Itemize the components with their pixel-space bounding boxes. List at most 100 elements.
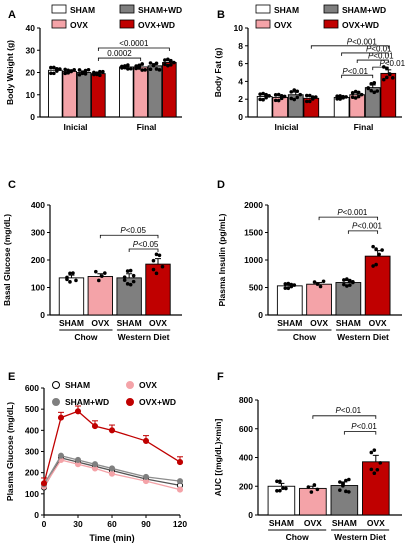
panel-c-y-tick-label: 100 xyxy=(31,283,45,293)
panel-d-dot xyxy=(286,281,291,286)
panel-b-dot xyxy=(261,91,265,96)
panel-e-point xyxy=(57,452,65,459)
panel-b-y-tick-label: 6 xyxy=(238,59,243,69)
panel-label-b: B xyxy=(217,9,225,21)
panel-b-dot xyxy=(350,91,355,95)
panel-c-y-tick-label: 200 xyxy=(31,255,45,265)
panel-a-x-tick-label: Final xyxy=(137,122,157,132)
panel-label-a: A xyxy=(8,9,16,21)
panel-c-dot xyxy=(128,268,133,273)
panel-c-bracket xyxy=(128,248,159,252)
panel-b-y-tick-label: 2 xyxy=(238,94,243,104)
panel-f-y-tick-label: 800 xyxy=(239,395,253,405)
panel-b-legend-label: OVX+WD xyxy=(342,20,379,30)
panel-c-dot xyxy=(100,274,104,278)
panel-e-y-axis-label: Plasma Glucose (mg/dL) xyxy=(5,402,15,501)
panel-b-y-tick-label: 10 xyxy=(234,23,244,33)
panel-d-bracket xyxy=(347,230,379,234)
panel-e-x-tick-label: 30 xyxy=(73,519,83,529)
panel-e-point xyxy=(142,473,150,480)
panel-d-dot xyxy=(345,284,349,288)
panel-a-dot xyxy=(148,67,153,72)
panel-d-y-tick-label: 2000 xyxy=(244,200,263,210)
panel-a-dot xyxy=(157,68,162,72)
panel-b-dot xyxy=(279,96,284,101)
panel-e-point xyxy=(108,427,116,434)
panel-a-dot xyxy=(163,62,167,67)
panel-a-dot xyxy=(137,66,141,70)
panel-a-bar xyxy=(133,66,148,118)
panel-a-legend-label: OVX+WD xyxy=(138,20,175,30)
panel-b-dot xyxy=(356,90,361,95)
panel-a-dot xyxy=(58,67,62,71)
panel-c-dot xyxy=(74,278,78,283)
panel-b-dot xyxy=(390,76,395,80)
panel-f-dot xyxy=(344,478,348,483)
panel-b-dot xyxy=(289,96,294,101)
panel-c-dot xyxy=(125,269,130,273)
panel-b-dot xyxy=(335,94,339,98)
panel-d-dot xyxy=(292,283,297,287)
panel-f-dot xyxy=(275,479,279,484)
panel-e-legend-label: OVX xyxy=(139,380,157,390)
panel-b-bracket xyxy=(341,74,374,79)
panel-a-dot xyxy=(154,61,159,66)
panel-b-y-tick-label: 0 xyxy=(238,112,243,122)
panel-f-dot xyxy=(341,482,345,486)
panel-e-point xyxy=(91,461,99,468)
panel-e-point xyxy=(176,478,184,485)
panel-f-dot xyxy=(344,489,348,494)
panel-e-point xyxy=(57,414,65,421)
panel-a-dot xyxy=(49,65,53,70)
panel-b-dot xyxy=(295,95,300,100)
panel-f-dot xyxy=(338,480,342,484)
panel-d-y-tick-label: 1500 xyxy=(244,228,263,238)
panel-d-y-axis-label: Plasma Insulin (pg/mL) xyxy=(217,213,227,306)
panel-c-dot xyxy=(97,278,101,283)
panel-a-dot xyxy=(98,73,102,78)
panel-label-d: D xyxy=(217,179,225,191)
panel-b-dot xyxy=(344,95,348,99)
panel-c-y-tick-label: 0 xyxy=(40,310,45,320)
panel-a-dot xyxy=(134,66,138,71)
panel-f-y-tick-label: 600 xyxy=(239,424,253,434)
panel-f-dot xyxy=(338,488,342,492)
panel-b-dot xyxy=(261,97,265,102)
panel-c-dot xyxy=(68,280,72,284)
panel-b-dot xyxy=(264,95,268,100)
panel-c-dot xyxy=(122,275,127,280)
panel-f-dot xyxy=(306,485,311,489)
panel-a-legend-label: OVX xyxy=(70,20,88,30)
panel-d-dot xyxy=(377,252,381,257)
panel-e-legend-marker xyxy=(52,381,60,389)
panel-c-bar xyxy=(87,276,113,316)
panel-b-dot xyxy=(372,81,377,85)
panel-f-bracket xyxy=(312,415,377,419)
panel-d-bar xyxy=(335,282,362,316)
panel-a-dot xyxy=(101,69,105,74)
panel-e-y-tick-label: 0 xyxy=(34,510,39,520)
panel-c-dot xyxy=(94,269,98,274)
panel-b-dot xyxy=(353,96,358,100)
panel-c-dot xyxy=(131,273,136,278)
panel-d-dot xyxy=(342,282,346,287)
panel-c-dot xyxy=(131,279,136,284)
panel-b-dot xyxy=(307,93,312,98)
panel-e-point xyxy=(91,423,99,430)
panel-e-legend-label: SHAM xyxy=(65,380,90,390)
panel-d-dot xyxy=(348,283,352,287)
panel-d-annotation: P<0.001 xyxy=(352,222,383,231)
panel-f-dot xyxy=(281,486,285,491)
panel-b-dot xyxy=(276,92,281,97)
panel-b-dot xyxy=(356,94,361,99)
panel-d-bar xyxy=(276,285,303,316)
panel-a-x-tick-label: Inicial xyxy=(63,122,87,132)
panel-d-dot xyxy=(371,264,375,268)
panel-b-dot xyxy=(384,75,389,80)
panel-a-dot xyxy=(172,60,176,65)
panel-label-e: E xyxy=(8,371,15,383)
panel-d-dot xyxy=(380,248,384,252)
panel-a-y-tick-label: 10 xyxy=(26,90,36,100)
panel-a-dot xyxy=(63,71,67,76)
